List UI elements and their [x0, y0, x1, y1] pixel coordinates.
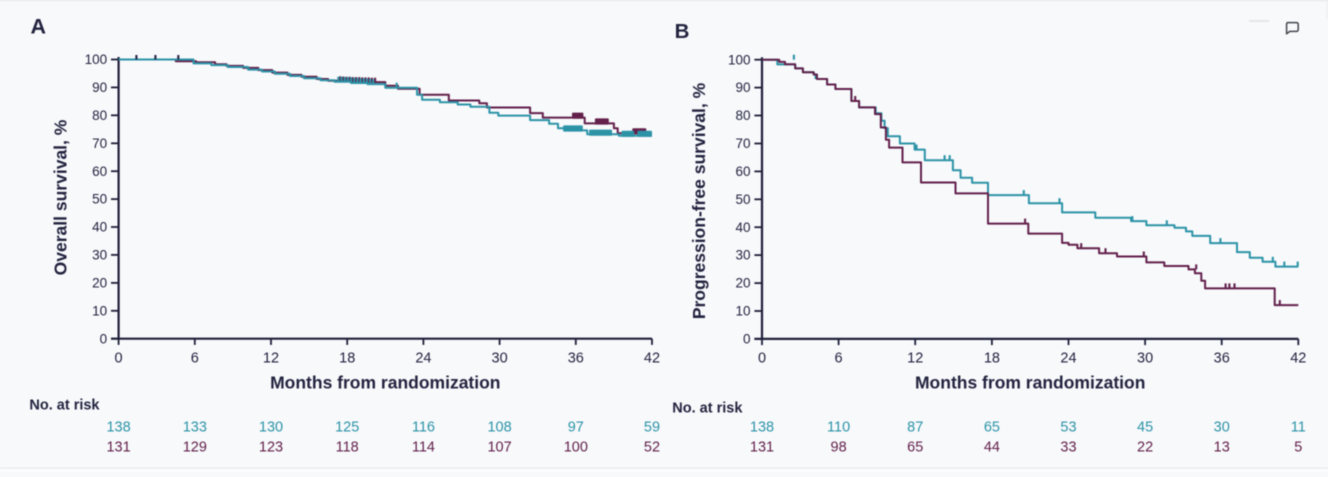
svg-text:100: 100	[85, 52, 108, 67]
svg-text:107: 107	[487, 440, 511, 456]
svg-text:90: 90	[92, 80, 107, 95]
svg-text:110: 110	[827, 420, 850, 436]
svg-text:53: 53	[1060, 420, 1076, 436]
svg-text:87: 87	[907, 420, 923, 436]
svg-text:13: 13	[1214, 440, 1230, 456]
svg-text:98: 98	[831, 440, 847, 456]
svg-text:52: 52	[644, 440, 660, 456]
svg-text:138: 138	[106, 420, 130, 436]
svg-text:80: 80	[92, 108, 107, 123]
svg-text:59: 59	[644, 420, 660, 436]
svg-text:0: 0	[115, 351, 123, 367]
svg-text:Months from randomization: Months from randomization	[915, 373, 1145, 393]
svg-text:125: 125	[335, 420, 359, 436]
svg-text:100: 100	[564, 440, 588, 456]
svg-text:12: 12	[907, 351, 923, 367]
svg-text:24: 24	[415, 351, 431, 367]
svg-text:40: 40	[735, 220, 750, 235]
svg-text:No. at risk: No. at risk	[29, 398, 100, 414]
svg-text:30: 30	[735, 248, 750, 263]
svg-text:A: A	[31, 15, 47, 39]
svg-text:6: 6	[835, 351, 843, 367]
svg-text:20: 20	[92, 276, 107, 291]
svg-text:42: 42	[644, 351, 660, 367]
svg-text:60: 60	[735, 164, 750, 179]
svg-text:118: 118	[336, 440, 359, 456]
svg-text:50: 50	[92, 192, 107, 207]
svg-text:44: 44	[984, 440, 1000, 456]
svg-text:45: 45	[1137, 420, 1153, 436]
svg-text:100: 100	[728, 52, 751, 67]
svg-text:11: 11	[1291, 420, 1306, 436]
svg-text:0: 0	[743, 332, 751, 347]
svg-text:108: 108	[487, 420, 511, 436]
svg-text:90: 90	[735, 80, 750, 95]
svg-text:131: 131	[106, 440, 130, 456]
svg-text:116: 116	[412, 420, 435, 436]
svg-text:50: 50	[735, 192, 750, 207]
svg-text:30: 30	[92, 248, 107, 263]
svg-text:30: 30	[1214, 420, 1230, 436]
svg-text:22: 22	[1137, 440, 1153, 456]
svg-text:6: 6	[191, 351, 199, 367]
svg-text:0: 0	[758, 351, 766, 367]
svg-text:Overall survival, %: Overall survival, %	[51, 119, 71, 275]
svg-text:36: 36	[1214, 351, 1230, 367]
svg-text:Months from randomization: Months from randomization	[270, 373, 500, 393]
svg-text:133: 133	[183, 420, 207, 436]
svg-text:24: 24	[1060, 351, 1076, 367]
svg-text:30: 30	[1137, 351, 1153, 367]
svg-text:10: 10	[735, 304, 750, 319]
svg-text:129: 129	[183, 440, 207, 456]
svg-text:0: 0	[100, 331, 108, 346]
svg-text:30: 30	[492, 351, 508, 367]
svg-text:60: 60	[92, 164, 107, 179]
svg-text:131: 131	[750, 440, 774, 456]
svg-text:40: 40	[92, 220, 107, 235]
svg-text:B: B	[675, 20, 690, 43]
svg-text:36: 36	[568, 351, 584, 367]
svg-text:12: 12	[263, 351, 279, 367]
svg-text:33: 33	[1060, 440, 1076, 456]
svg-text:65: 65	[907, 440, 923, 456]
svg-text:10: 10	[92, 303, 107, 318]
svg-text:70: 70	[92, 136, 107, 151]
svg-text:130: 130	[259, 420, 283, 436]
svg-text:123: 123	[259, 440, 283, 456]
svg-text:18: 18	[984, 351, 1000, 367]
svg-text:97: 97	[568, 420, 584, 436]
svg-text:114: 114	[412, 440, 435, 456]
svg-text:138: 138	[750, 420, 774, 436]
svg-text:65: 65	[984, 420, 1000, 436]
svg-text:70: 70	[735, 136, 750, 151]
svg-text:No. at risk: No. at risk	[672, 401, 743, 417]
svg-text:Progression-free survival, %: Progression-free survival, %	[689, 82, 709, 319]
svg-text:42: 42	[1290, 351, 1306, 367]
svg-text:20: 20	[735, 276, 750, 291]
svg-text:18: 18	[339, 351, 355, 367]
svg-text:5: 5	[1294, 440, 1302, 456]
svg-text:80: 80	[735, 108, 750, 123]
